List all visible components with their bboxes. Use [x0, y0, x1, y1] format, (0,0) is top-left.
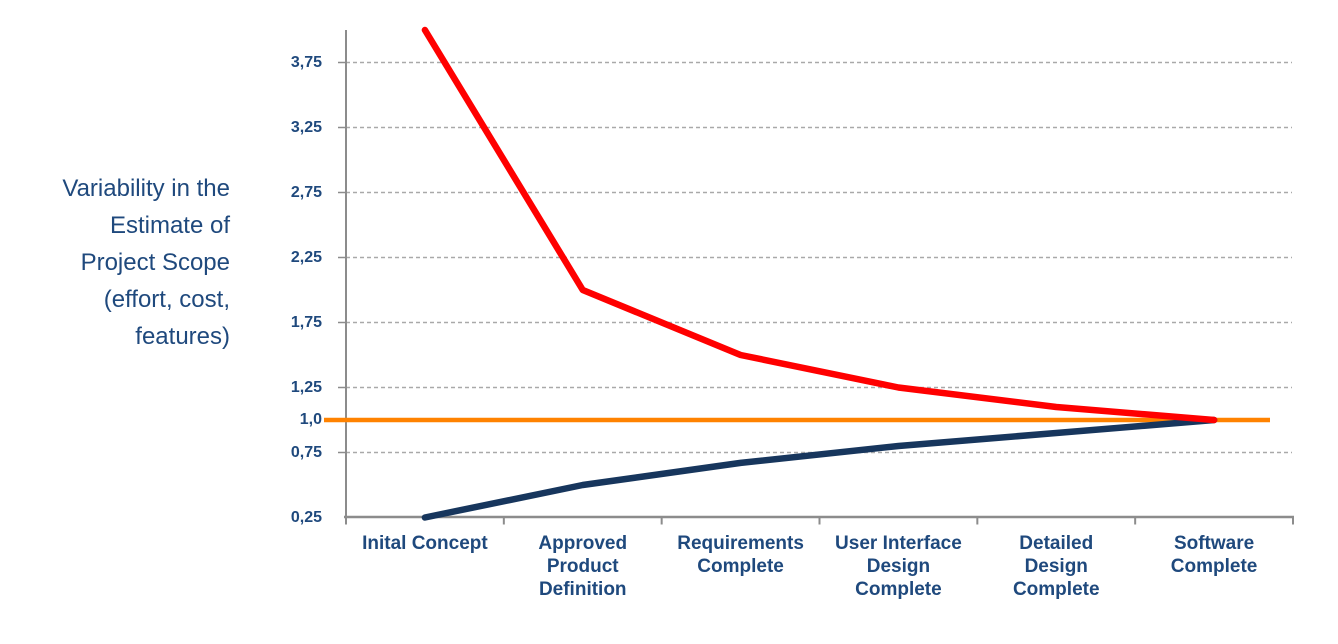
x-category-label: User Interface Design Complete [835, 533, 962, 600]
y-tick-label: 3,25 [290, 118, 322, 136]
x-category-label: Requirements Complete [677, 533, 804, 577]
y-tick-label: 0,25 [290, 508, 322, 526]
lower-estimate-multiplier-line [421, 416, 1218, 521]
x-category-label: Software Complete [1170, 533, 1258, 577]
y-tick-label: 0,75 [290, 443, 322, 461]
x-category-label: Approved Product Definition [538, 533, 628, 600]
x-category-label: Inital Concept [362, 533, 488, 554]
y-tick-label: 2,75 [290, 183, 322, 201]
y-tick-label: 1,0 [299, 411, 322, 428]
y-axis-title: Variability in the Estimate of Project S… [62, 175, 230, 350]
upper-estimate-multiplier-line [421, 26, 1218, 424]
y-tick-label: 2,25 [290, 248, 322, 266]
y-tick-label: 3,75 [290, 53, 322, 71]
y-tick-label: 1,25 [290, 378, 322, 396]
y-tick-label: 1,75 [290, 313, 322, 331]
x-category-label: Detailed Design Complete [1012, 533, 1100, 600]
